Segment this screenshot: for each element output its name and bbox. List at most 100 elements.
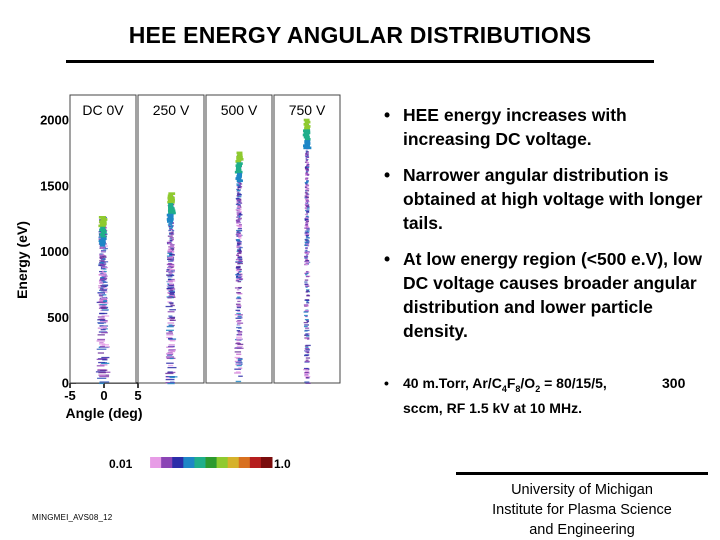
distribution-mark <box>236 244 240 246</box>
distribution-mark <box>239 270 242 273</box>
distribution-mark <box>101 315 110 317</box>
distribution-mark <box>238 217 242 219</box>
distribution-mark <box>171 251 175 253</box>
distribution-mark <box>236 245 242 247</box>
distribution-mark <box>103 281 108 284</box>
distribution-mark <box>167 276 173 278</box>
distribution-mark <box>100 247 106 249</box>
distribution-mark <box>236 229 240 232</box>
distribution-mark <box>237 193 241 195</box>
distribution-mark <box>305 259 309 262</box>
note-sub: 4 <box>501 383 507 394</box>
affiliation-line: University of Michigan <box>511 482 653 498</box>
distribution-mark <box>169 319 176 321</box>
distribution-mark <box>305 177 309 179</box>
distribution-mark <box>305 285 310 287</box>
x-tick-label: -5 <box>64 388 76 403</box>
distribution-mark <box>170 317 176 319</box>
distribution-mark <box>237 315 242 318</box>
distribution-mark <box>167 297 173 299</box>
distribution-mark <box>170 225 173 227</box>
distribution-peak <box>234 170 243 174</box>
distribution-mark <box>169 254 173 257</box>
distribution-mark <box>99 321 108 323</box>
distribution-mark <box>304 324 310 326</box>
affiliation: University of Michigan Institute for Pla… <box>466 480 698 540</box>
distribution-mark <box>236 270 240 272</box>
distribution-peak <box>303 129 311 133</box>
distribution-mark <box>236 183 239 185</box>
distribution-mark <box>169 291 175 293</box>
distribution-mark <box>102 245 108 247</box>
distribution-mark <box>103 272 107 275</box>
distribution-mark <box>304 161 308 163</box>
distribution-mark <box>170 233 174 236</box>
distribution-mark <box>236 289 240 291</box>
distribution-mark <box>166 325 174 328</box>
distribution-mark <box>236 254 239 256</box>
distribution-mark <box>98 361 105 364</box>
distribution-mark <box>306 186 309 188</box>
distribution-mark <box>304 283 308 285</box>
distribution-mark <box>305 225 309 227</box>
distribution-mark <box>168 248 172 250</box>
distribution-mark <box>166 274 172 277</box>
distribution-mark <box>235 278 240 281</box>
distribution-mark <box>237 343 244 346</box>
distribution-mark <box>99 295 103 297</box>
distribution-mark <box>236 341 240 344</box>
distribution-mark <box>238 297 242 299</box>
distribution-mark <box>167 260 173 262</box>
distribution-mark <box>101 284 109 286</box>
distribution-peak <box>304 125 311 128</box>
distribution-mark <box>306 180 309 182</box>
distribution-mark <box>305 153 308 155</box>
distribution-mark <box>304 372 309 374</box>
distribution-mark <box>98 280 103 283</box>
distribution-mark <box>237 256 243 259</box>
distribution-mark <box>239 251 243 253</box>
distribution-mark <box>304 227 308 229</box>
distribution-mark <box>306 300 309 303</box>
distribution-mark <box>170 286 175 288</box>
distribution-mark <box>99 263 103 265</box>
distribution-mark <box>237 322 244 324</box>
distribution-mark <box>238 367 243 369</box>
distribution-mark <box>305 234 310 237</box>
distribution-mark <box>236 250 239 252</box>
distribution-mark <box>305 233 310 235</box>
distribution-mark <box>236 242 241 244</box>
distribution-mark <box>236 347 244 349</box>
distribution-mark <box>304 195 308 197</box>
distribution-mark <box>235 317 241 319</box>
distribution-mark <box>304 314 308 317</box>
distribution-mark <box>99 282 104 284</box>
distribution-mark <box>166 352 173 355</box>
distribution-mark <box>236 231 241 234</box>
distribution-mark <box>169 250 173 252</box>
note-text: /O <box>520 375 536 391</box>
distribution-mark <box>304 209 308 212</box>
distribution-mark <box>101 309 109 311</box>
distribution-peak <box>167 215 174 219</box>
distribution-mark <box>305 183 308 186</box>
distribution-peak <box>98 215 106 219</box>
distribution-mark <box>168 350 176 352</box>
distribution-mark <box>99 299 104 301</box>
distribution-mark <box>306 320 310 323</box>
y-tick-label: 2000 <box>40 113 69 128</box>
slide-title: HEE ENERGY ANGULAR DISTRIBUTIONS <box>128 22 592 48</box>
distribution-mark <box>166 354 173 356</box>
distribution-peak <box>167 196 175 200</box>
distribution-mark <box>236 338 243 340</box>
distribution-mark <box>102 289 107 291</box>
distribution-mark <box>236 211 240 214</box>
distribution-mark <box>170 244 175 246</box>
distribution-peak <box>236 175 242 178</box>
distribution-mark <box>100 277 104 279</box>
distribution-mark <box>166 334 174 336</box>
distribution-mark <box>238 226 242 228</box>
distribution-mark <box>238 258 243 260</box>
distribution-mark <box>237 278 244 280</box>
distribution-peak <box>303 146 312 150</box>
